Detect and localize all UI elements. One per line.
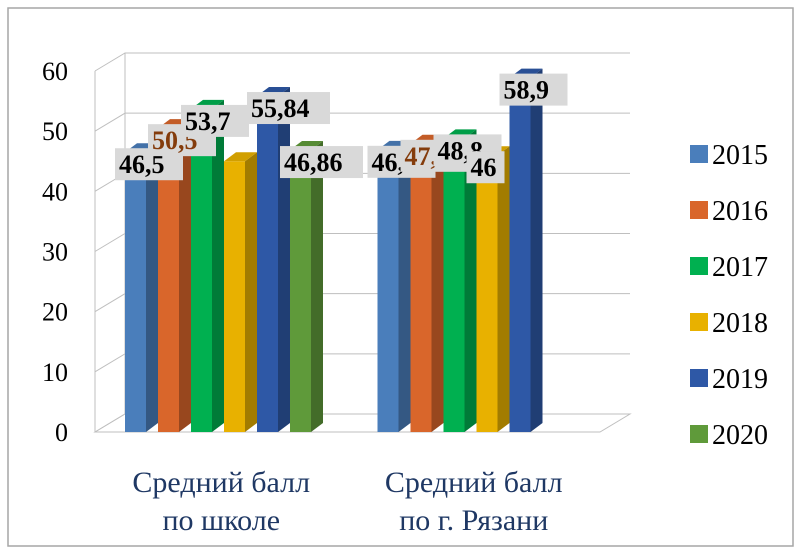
- bar-side: [245, 152, 257, 432]
- grid-line: [94, 52, 630, 72]
- y-tick-label: 30: [42, 238, 68, 267]
- bar-side: [530, 68, 543, 432]
- legend-swatch: [690, 425, 708, 443]
- bar-front: [410, 143, 432, 432]
- x-tick-label: Средний балл: [132, 466, 310, 499]
- x-tick-label: Средний балл: [385, 466, 563, 499]
- bar: [257, 87, 290, 433]
- bar: [290, 141, 323, 432]
- value-label: 55,84: [251, 94, 310, 123]
- y-tick-label: 20: [42, 298, 68, 327]
- value-label-box: [466, 151, 505, 184]
- legend-swatch: [690, 369, 708, 387]
- bar: [509, 68, 543, 432]
- value-label-box: [181, 104, 249, 137]
- bar: [377, 140, 411, 432]
- value-label-box: [280, 146, 363, 179]
- bar-side: [497, 146, 510, 432]
- grid-line: [94, 112, 630, 132]
- value-label: 46,86: [284, 148, 343, 177]
- legend-swatch: [690, 313, 708, 331]
- bar-front: [257, 96, 278, 433]
- bar: [125, 143, 158, 432]
- y-tick-label: 0: [55, 418, 68, 447]
- bar-side: [179, 119, 191, 433]
- legend-label: 2015: [712, 140, 768, 171]
- x-tick-label: по г. Рязани: [399, 504, 548, 537]
- bar: [476, 146, 510, 432]
- bar-front: [476, 155, 498, 432]
- bar-front: [158, 128, 179, 433]
- value-label: 46: [471, 153, 497, 182]
- bar-front: [125, 152, 146, 432]
- legend-label: 2020: [712, 420, 768, 451]
- bar-front: [224, 161, 245, 432]
- legend-label: 2019: [712, 364, 768, 395]
- bar-front: [377, 149, 399, 432]
- bar-front: [509, 77, 531, 432]
- bar-side: [212, 99, 224, 432]
- bar: [224, 152, 257, 432]
- bar-top: [224, 152, 257, 162]
- legend-swatch: [690, 201, 708, 219]
- legend-swatch: [690, 257, 708, 275]
- value-label: 53,7: [185, 107, 231, 136]
- legend-label: 2018: [712, 308, 768, 339]
- bar-side: [398, 140, 411, 432]
- bar-front: [290, 150, 311, 432]
- value-label-box: [499, 73, 568, 106]
- bar-side: [146, 143, 158, 432]
- value-label-box: [247, 92, 330, 125]
- legend-swatch: [690, 145, 708, 163]
- legend-label: 2016: [712, 196, 768, 227]
- bar: [410, 134, 444, 432]
- bar-front: [191, 108, 212, 432]
- bar: [443, 129, 477, 433]
- bar: [158, 119, 191, 433]
- bar-side: [278, 87, 290, 433]
- y-tick-label: 60: [42, 57, 68, 86]
- bar-side: [464, 129, 477, 433]
- bar-front: [443, 138, 465, 433]
- y-tick-label: 40: [42, 177, 68, 206]
- bar-side: [311, 141, 323, 432]
- value-label: 58,9: [504, 76, 550, 105]
- bar-side: [431, 134, 444, 432]
- bar: [191, 99, 224, 432]
- x-tick-label: по школе: [162, 504, 280, 537]
- legend-label: 2017: [712, 252, 768, 283]
- y-tick-label: 50: [42, 117, 68, 146]
- y-tick-label: 10: [42, 358, 68, 387]
